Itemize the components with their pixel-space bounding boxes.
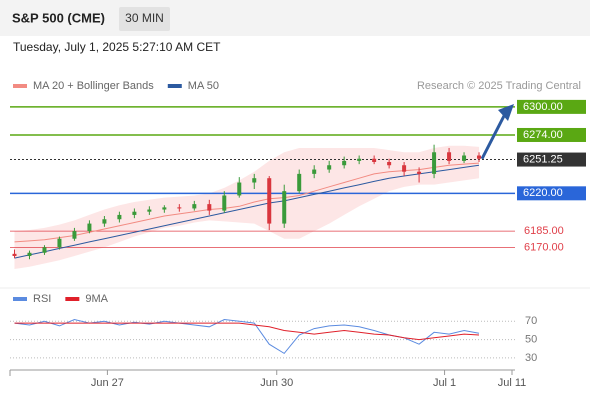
- candle-body: [387, 161, 392, 166]
- candle-body: [57, 238, 62, 248]
- candle-body: [102, 219, 107, 224]
- candle-body: [177, 207, 182, 209]
- candle-body: [42, 247, 47, 253]
- legend-label: 9MA: [85, 293, 108, 305]
- candle-body: [342, 160, 347, 166]
- candle-body: [117, 214, 122, 220]
- candle-body: [87, 223, 92, 232]
- candle-body: [162, 207, 167, 210]
- candle-body: [327, 165, 332, 170]
- candle-body: [402, 165, 407, 172]
- x-tick-label: Jun 30: [260, 377, 293, 389]
- y-tick-label: 70: [525, 315, 537, 327]
- candle-body: [72, 231, 77, 239]
- x-tick-label: Jun 27: [91, 377, 124, 389]
- candle-body: [297, 173, 302, 192]
- candle-body: [222, 195, 227, 211]
- x-tick-label: Jul 1: [433, 377, 456, 389]
- price-label-box: [517, 152, 586, 167]
- candle-body: [357, 158, 362, 161]
- forecast-arrowhead: [498, 104, 514, 121]
- candle-body: [417, 171, 422, 174]
- candle-body: [432, 152, 437, 174]
- candle-body: [477, 155, 482, 159]
- rsi-line: [14, 318, 480, 355]
- ma20-line: [14, 162, 480, 243]
- candle-body: [312, 169, 317, 174]
- price-label: 6274.00: [523, 129, 563, 141]
- legend-swatch: [13, 84, 27, 88]
- datetime: Tuesday, July 1, 2025 5:27:10 AM CET: [13, 40, 221, 54]
- y-tick-label: 30: [525, 352, 537, 364]
- legend-swatch: [13, 297, 27, 301]
- candle-body: [12, 253, 17, 256]
- candle-body: [462, 155, 467, 161]
- candle-body: [27, 252, 32, 256]
- candle-body: [147, 209, 152, 212]
- forecast-arrow: [480, 111, 508, 160]
- candle-body: [372, 158, 377, 162]
- x-tick-label: Jul 11: [498, 377, 527, 389]
- candle-body: [132, 211, 137, 215]
- legend-swatch: [167, 84, 182, 88]
- candle-body: [192, 204, 197, 209]
- price-label: 6185.00: [524, 225, 564, 237]
- legend-swatch: [65, 297, 80, 301]
- candle-body: [207, 204, 212, 211]
- credit: Research © 2025 Trading Central: [417, 80, 581, 92]
- title: S&P 500 (CME): [12, 10, 105, 25]
- price-label: 6220.00: [523, 187, 563, 199]
- timeframe-badge[interactable]: [119, 7, 170, 31]
- price-label: 6251.25: [523, 153, 563, 165]
- legend-label: RSI: [33, 293, 51, 305]
- candle-body: [447, 152, 452, 161]
- price-label: 6170.00: [524, 241, 564, 253]
- ma50-line: [14, 164, 480, 259]
- candle-body: [282, 191, 287, 224]
- candle-body: [267, 178, 272, 224]
- legend-label: MA 20 + Bollinger Bands: [33, 80, 154, 92]
- header-bar: [0, 0, 590, 36]
- price-label-box: [517, 99, 586, 114]
- price-label-box: [517, 127, 586, 142]
- candle-body: [237, 182, 242, 196]
- y-tick-label: 50: [525, 334, 537, 346]
- price-label: 6300.00: [523, 101, 563, 113]
- rsi-line: [14, 322, 480, 341]
- bollinger-band: [14, 145, 480, 269]
- price-label-box: [517, 186, 586, 201]
- legend-label: MA 50: [188, 80, 219, 92]
- candle-body: [252, 178, 257, 183]
- timeframe[interactable]: 30 MIN: [125, 11, 164, 25]
